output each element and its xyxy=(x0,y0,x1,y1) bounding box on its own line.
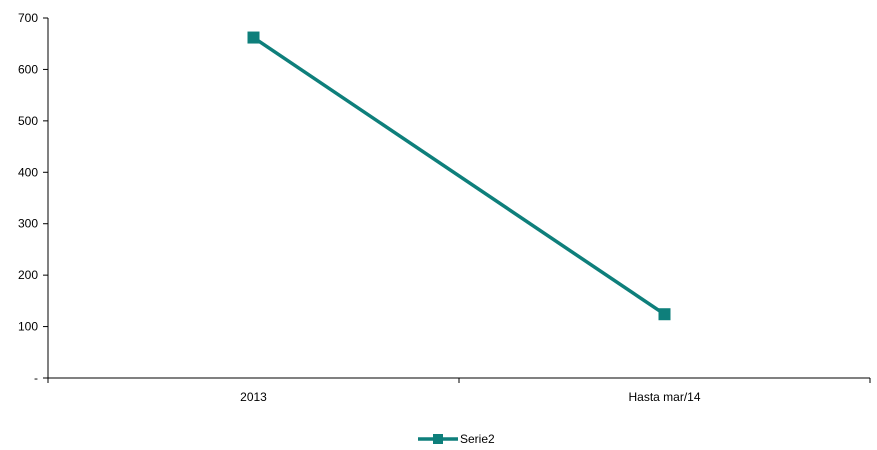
y-tick-label: - xyxy=(34,371,38,385)
y-tick-label: 200 xyxy=(18,268,38,282)
legend-label: Serie2 xyxy=(460,432,495,446)
y-tick-label: 500 xyxy=(18,114,38,128)
y-tick-label: 400 xyxy=(18,165,38,179)
legend: Serie2 xyxy=(418,432,495,446)
y-tick-label: 700 xyxy=(18,11,38,25)
x-tick-label: Hasta mar/14 xyxy=(628,390,700,404)
y-axis-ticks: - 100 200 300 400 500 600 700 xyxy=(18,11,48,385)
legend-marker xyxy=(433,434,443,444)
y-tick-label: 300 xyxy=(18,217,38,231)
x-axis-ticks: 2013 Hasta mar/14 xyxy=(47,378,871,404)
data-point-marker xyxy=(247,31,260,44)
data-point-marker xyxy=(658,308,671,321)
series-line xyxy=(252,36,666,316)
y-tick-label: 600 xyxy=(18,62,38,76)
y-tick-label: 100 xyxy=(18,320,38,334)
x-tick-label: 2013 xyxy=(240,390,267,404)
series-layer xyxy=(247,31,671,321)
axes xyxy=(47,18,870,379)
